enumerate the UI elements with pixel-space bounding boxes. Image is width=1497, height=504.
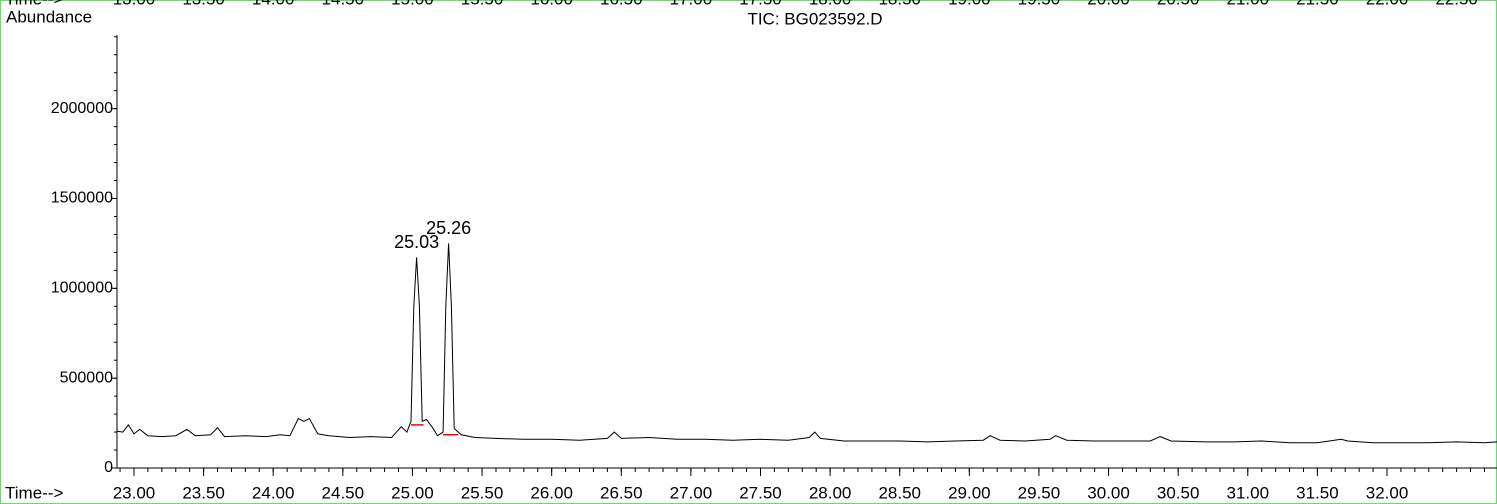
y-tick-label: 1000000	[51, 280, 113, 297]
top-x-tick-label: 17.00	[670, 0, 713, 8]
top-x-tick-label: 17.50	[739, 0, 782, 8]
top-x-tick-label: 18.50	[878, 0, 921, 8]
x-tick-label: 23.00	[113, 483, 156, 502]
top-x-tick-label: 18.00	[809, 0, 852, 8]
x-tick-label: 23.50	[182, 483, 225, 502]
x-tick-label: 26.50	[600, 483, 643, 502]
top-x-tick-label: 15.50	[461, 0, 504, 8]
x-tick-label: 29.50	[1018, 483, 1061, 502]
x-tick-label: 26.00	[530, 483, 573, 502]
chart-title: TIC: BG023592.D	[747, 9, 882, 28]
x-tick-label: 31.50	[1296, 483, 1339, 502]
x-tick-label: 30.00	[1087, 483, 1130, 502]
x-tick-label: 29.00	[948, 483, 991, 502]
x-tick-label: 28.00	[809, 483, 852, 502]
x-tick-label: 27.50	[739, 483, 782, 502]
top-x-tick-label: 14.50	[322, 0, 365, 8]
peak-label: 25.26	[426, 218, 471, 238]
x-tick-label: 30.50	[1157, 483, 1200, 502]
x-tick-label: 25.50	[461, 483, 504, 502]
top-x-tick-label: 21.50	[1296, 0, 1339, 8]
top-x-tick-label: 13.00	[113, 0, 156, 8]
top-x-tick-label: 13.50	[182, 0, 225, 8]
y-tick-label: 500000	[60, 369, 113, 386]
top-x-tick-label: 19.00	[948, 0, 991, 8]
top-x-tick-label: 20.00	[1087, 0, 1130, 8]
x-tick-label: 31.00	[1227, 483, 1270, 502]
y-tick-label: 1500000	[51, 190, 113, 207]
top-x-tick-label: 21.00	[1227, 0, 1270, 8]
x-tick-label: 24.50	[322, 483, 365, 502]
peak-label: 25.03	[394, 232, 439, 252]
tic-trace	[117, 243, 1497, 444]
x-tick-label: 32.00	[1366, 483, 1409, 502]
y-tick-label: 0	[104, 459, 113, 476]
x-tick-label: 25.00	[391, 483, 434, 502]
top-x-tick-label: 16.00	[530, 0, 573, 8]
top-x-label: Time-->	[5, 0, 63, 8]
top-x-tick-label: 19.50	[1018, 0, 1061, 8]
top-x-tick-label: 22.50	[1435, 0, 1478, 8]
x-tick-label: 28.50	[878, 483, 921, 502]
top-x-tick-label: 15.00	[391, 0, 434, 8]
x-axis-label: Time-->	[5, 483, 63, 502]
top-x-tick-label: 22.00	[1366, 0, 1409, 8]
top-x-tick-label: 14.00	[252, 0, 295, 8]
y-tick-label: 2000000	[51, 100, 113, 117]
top-x-tick-label: 20.50	[1157, 0, 1200, 8]
x-tick-label: 24.00	[252, 483, 295, 502]
y-axis-label: Abundance	[6, 7, 92, 26]
top-x-tick-label: 16.50	[600, 0, 643, 8]
x-tick-label: 27.00	[670, 483, 713, 502]
